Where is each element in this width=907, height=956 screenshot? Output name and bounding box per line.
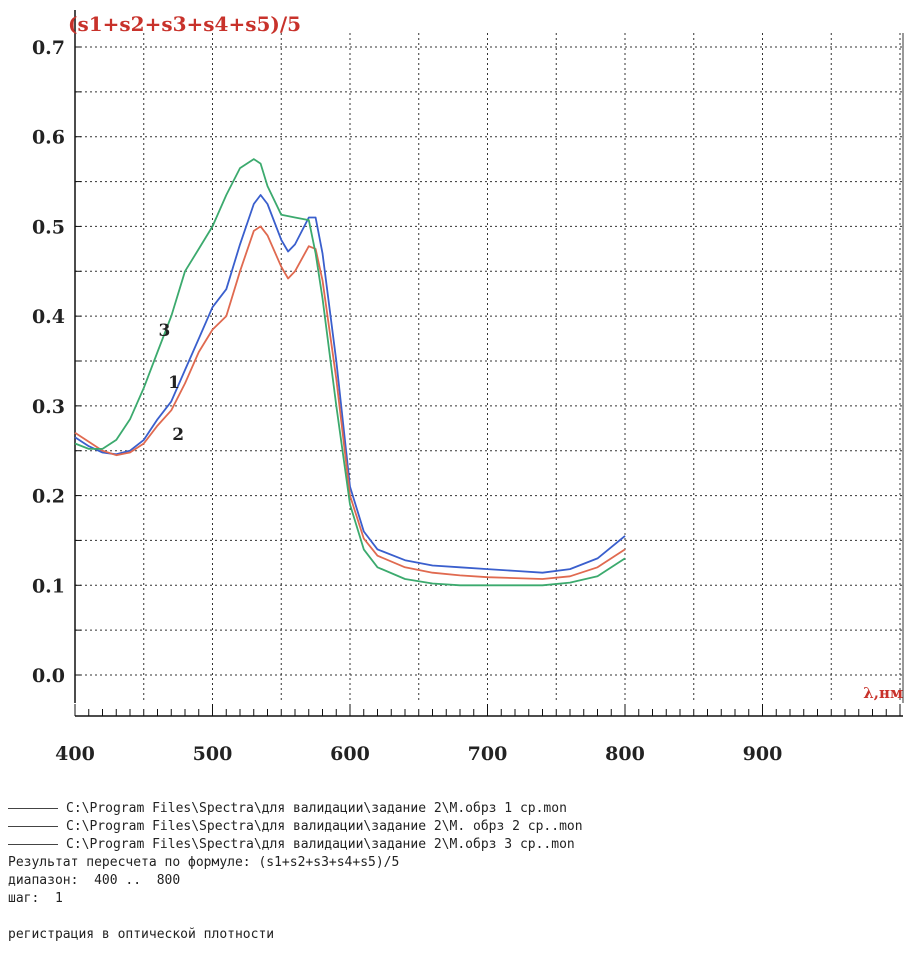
series-line-1 <box>74 194 626 574</box>
y-tick-label: 0.7 <box>32 37 65 59</box>
y-tick-label: 0.4 <box>32 306 65 328</box>
legend-file-1-text: C:\Program Files\Spectra\для валидации\з… <box>66 801 567 816</box>
legend-panel: C:\Program Files\Spectra\для валидации\з… <box>8 800 583 944</box>
legend-file-1: C:\Program Files\Spectra\для валидации\з… <box>8 800 583 818</box>
curve-label-2: 2 <box>172 425 184 445</box>
curve-label-1: 1 <box>168 373 180 393</box>
y-tick-label: 0.3 <box>32 396 65 418</box>
chart-labels: 0.0 0.1 0.2 0.3 0.4 0.5 0.6 0.7 400 500 600 700 800 9… <box>32 37 782 765</box>
legend-line-swatch <box>8 826 58 827</box>
x-tick-label: 700 <box>468 743 508 765</box>
chart-grid <box>75 33 903 703</box>
y-tick-label: 0.5 <box>32 216 65 238</box>
x-axis-unit-label: λ,нм <box>863 684 903 702</box>
y-tick-label: 0.2 <box>32 486 65 508</box>
x-tick-label: 800 <box>605 743 645 765</box>
formula-line: Результат пересчета по формуле: (s1+s2+s… <box>8 855 400 870</box>
legend-file-2: C:\Program Files\Spectra\для валидации\з… <box>8 818 583 836</box>
chart-series <box>74 158 626 587</box>
legend-file-3-text: C:\Program Files\Spectra\для валидации\з… <box>66 837 575 852</box>
legend-line-swatch <box>8 844 58 845</box>
step-line: шаг: 1 <box>8 891 63 906</box>
y-tick-label: 0.0 <box>32 665 65 687</box>
legend-file-3: C:\Program Files\Spectra\для валидации\з… <box>8 836 583 854</box>
legend-file-2-text: C:\Program Files\Spectra\для валидации\з… <box>66 819 583 834</box>
chart-title: (s1+s2+s3+s4+s5)/5 <box>68 12 301 36</box>
series-line-2 <box>74 225 626 580</box>
y-tick-label: 0.1 <box>32 575 65 597</box>
legend-line-swatch <box>8 808 58 809</box>
y-tick-label: 0.6 <box>32 127 65 149</box>
x-tick-label: 500 <box>193 743 233 765</box>
registration-line: регистрация в оптической плотности <box>8 927 275 942</box>
chart-axes <box>74 10 904 717</box>
range-line: диапазон: 400 .. 800 <box>8 873 181 888</box>
series-line-3 <box>74 158 626 587</box>
x-tick-label: 400 <box>55 743 95 765</box>
spectrum-chart: 0.0 0.1 0.2 0.3 0.4 0.5 0.6 0.7 400 500 600 700 800 9… <box>32 10 904 765</box>
x-tick-label: 600 <box>330 743 370 765</box>
x-tick-label: 900 <box>743 743 783 765</box>
curve-label-3: 3 <box>158 321 170 341</box>
